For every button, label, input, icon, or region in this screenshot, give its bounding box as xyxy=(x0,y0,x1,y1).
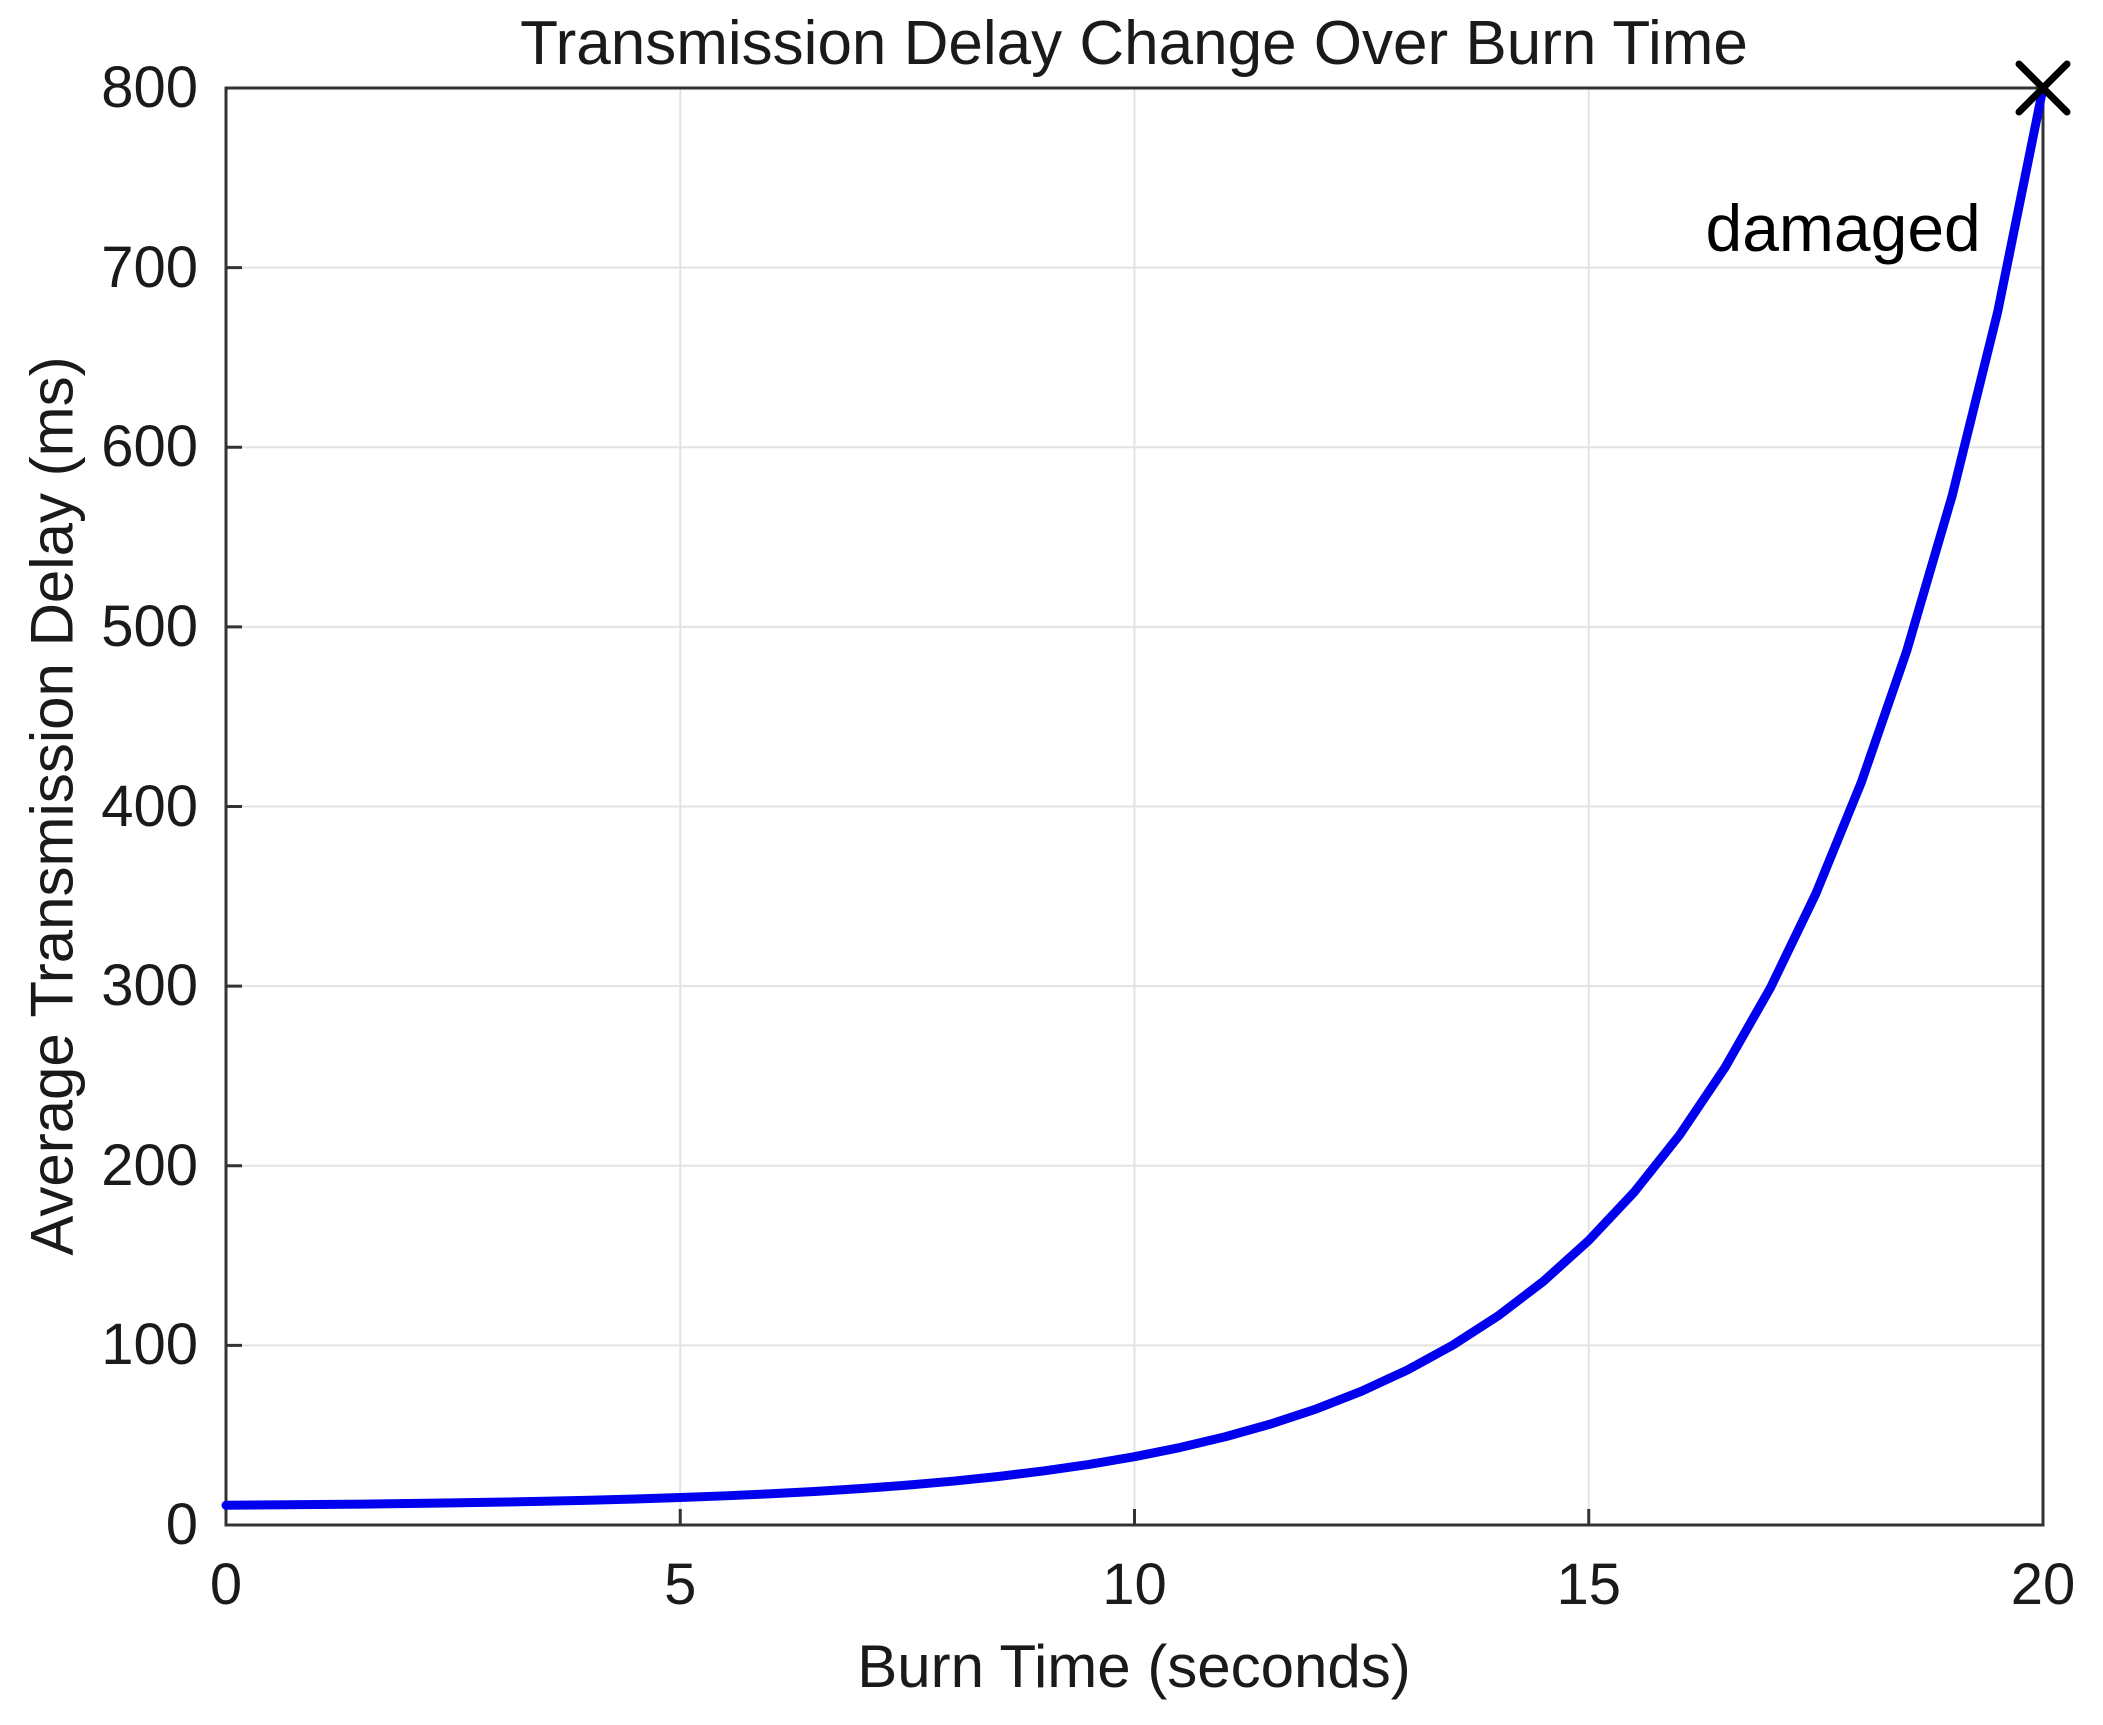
x-tick-label: 20 xyxy=(2010,1552,2076,1617)
y-tick-label: 500 xyxy=(101,593,198,659)
x-tick-label: 5 xyxy=(664,1552,697,1617)
y-tick-label: 800 xyxy=(101,55,198,120)
y-tick-label: 600 xyxy=(101,414,198,480)
series-line-average-transmission-delay xyxy=(221,83,2048,1510)
y-tick-label: 300 xyxy=(101,953,198,1019)
chart-title: Transmission Delay Change Over Burn Time xyxy=(520,9,1748,78)
x-tick-label: 0 xyxy=(209,1552,243,1617)
end-marker-x-icon xyxy=(2015,60,2071,116)
annotation-damaged: damaged xyxy=(1705,191,1981,266)
x-tick-label: 10 xyxy=(1102,1552,1167,1617)
y-tick-label: 700 xyxy=(101,234,198,300)
y-tick-label: 200 xyxy=(101,1132,198,1198)
y-tick-label: 0 xyxy=(165,1492,198,1557)
x-axis-label: Burn Time (seconds) xyxy=(857,1633,1411,1700)
y-tick-label: 400 xyxy=(101,773,198,839)
x-tick-label: 15 xyxy=(1556,1552,1622,1617)
y-tick-label: 100 xyxy=(101,1312,198,1378)
axes-box xyxy=(224,86,2045,1527)
